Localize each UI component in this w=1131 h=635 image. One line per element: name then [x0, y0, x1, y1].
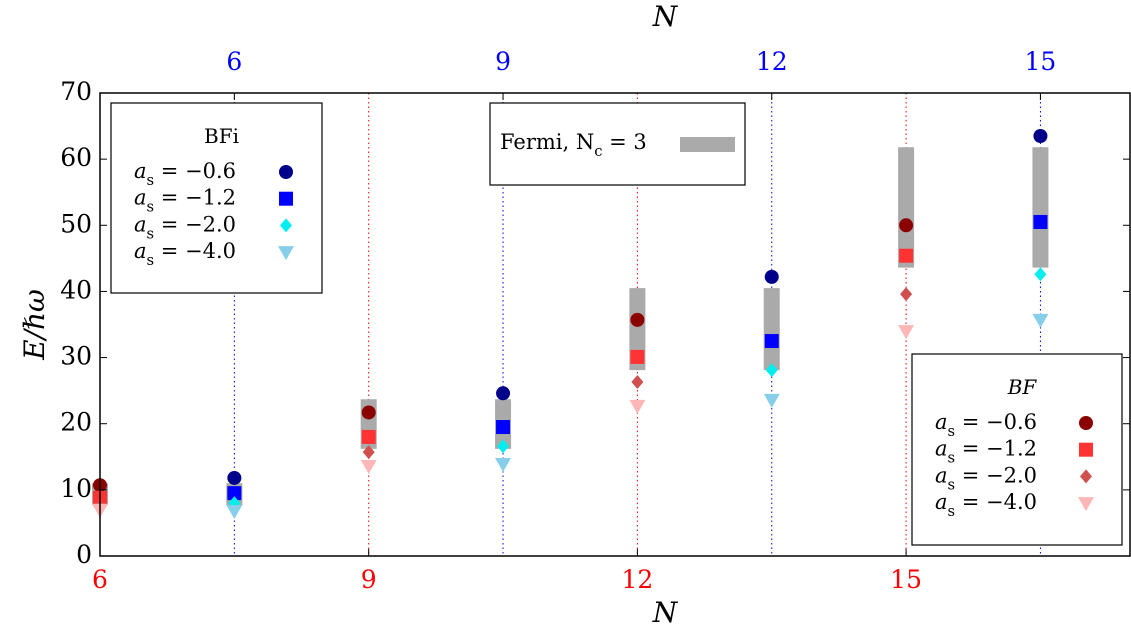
point [898, 325, 915, 340]
legend-label: as = −4.0 [134, 239, 236, 269]
point [1034, 267, 1047, 282]
point [629, 399, 646, 414]
legend-label: as = −1.2 [935, 436, 1037, 466]
plot-frame [99, 92, 1131, 557]
point [361, 405, 376, 420]
y-axis-label: E/ℏω [18, 289, 51, 361]
band-bar [1032, 147, 1049, 268]
y-tick-label: 50 [60, 209, 92, 238]
legend-marker [280, 218, 292, 233]
x-tick-label: 6 [92, 565, 108, 594]
point [763, 393, 780, 408]
x-tick-label: 15 [890, 565, 922, 594]
point [899, 218, 914, 233]
point [630, 349, 645, 364]
point [900, 287, 913, 302]
legend-marker [279, 191, 293, 206]
x-tick-label: 12 [621, 565, 653, 594]
band-bar [898, 147, 915, 268]
x-tick-label: 9 [361, 565, 377, 594]
x2-tick-label: 6 [226, 47, 242, 76]
legend-marker [279, 165, 293, 179]
legend-label: Fermi, Nc = 3 [500, 130, 647, 160]
legend-marker [278, 246, 294, 261]
point [1032, 313, 1049, 328]
y-tick-label: 40 [60, 275, 92, 304]
point [495, 458, 512, 473]
point [227, 486, 242, 501]
band-bar [629, 288, 646, 371]
point [631, 375, 644, 390]
y-tick-label: 60 [60, 143, 92, 172]
x2-axis-label: N [652, 0, 679, 33]
legend-label: as = −0.6 [134, 159, 236, 189]
legend-marker [1078, 497, 1094, 512]
x2-tick-label: 12 [756, 47, 788, 76]
point [765, 363, 778, 378]
legend-label: as = −4.0 [935, 490, 1037, 520]
point [496, 386, 511, 401]
x-axis-label: N [652, 596, 679, 629]
legend-marker [1080, 469, 1092, 484]
point [764, 334, 779, 349]
point [630, 312, 645, 327]
y-tick-label: 20 [60, 407, 92, 436]
point [362, 445, 375, 460]
legend-patch [680, 137, 735, 152]
legend-label: as = −0.6 [935, 410, 1037, 440]
y-tick-label: 70 [60, 77, 92, 106]
point [1033, 128, 1048, 143]
point [361, 429, 376, 444]
point [497, 439, 510, 454]
x2-tick-label: 9 [495, 47, 511, 76]
legend-title: BF [1007, 375, 1038, 399]
y-tick-label: 10 [60, 473, 92, 502]
y-tick-label: 30 [60, 341, 92, 370]
point [764, 269, 779, 284]
point [496, 420, 511, 435]
legend-marker [1079, 416, 1093, 430]
legend-title: BFi [204, 124, 239, 148]
legend-label: as = −2.0 [134, 212, 236, 242]
legend-label: as = −2.0 [935, 463, 1037, 493]
legend-label: as = −1.2 [134, 185, 236, 215]
legend-marker [1079, 442, 1093, 457]
point [1033, 214, 1048, 229]
x2-tick-label: 15 [1025, 47, 1057, 76]
band-bar [763, 288, 780, 371]
point [227, 470, 242, 485]
point [360, 460, 377, 475]
y-tick-label: 0 [76, 540, 92, 569]
point [226, 505, 243, 520]
point [899, 248, 914, 263]
